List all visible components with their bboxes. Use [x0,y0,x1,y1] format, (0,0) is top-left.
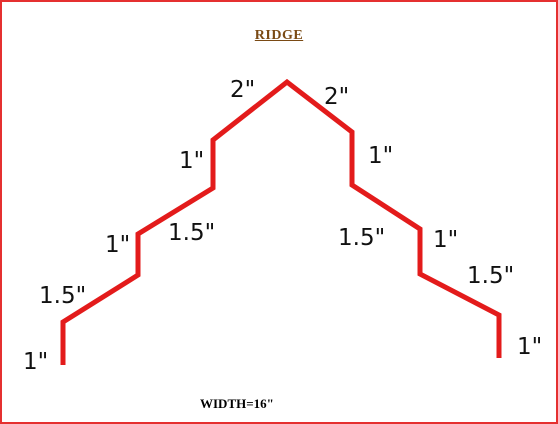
label-left-riser-1: 1" [179,148,204,174]
label-left-slope-2: 1.5" [39,283,86,309]
label-right-slope-2: 1.5" [467,263,514,289]
label-right-end: 1" [517,334,542,360]
width-label: WIDTH=16" [200,396,274,411]
label-right-riser-2: 1" [433,227,458,253]
label-right-top: 2" [324,84,349,110]
label-right-slope-1: 1.5" [338,225,385,251]
label-left-top: 2" [230,77,255,103]
diagram-title: RIDGE [254,28,304,43]
label-left-end: 1" [23,349,48,375]
ridge-profile-line [60,78,502,365]
label-left-riser-2: 1" [105,232,130,258]
label-left-slope-1: 1.5" [168,220,215,246]
label-right-riser-1: 1" [368,143,393,169]
